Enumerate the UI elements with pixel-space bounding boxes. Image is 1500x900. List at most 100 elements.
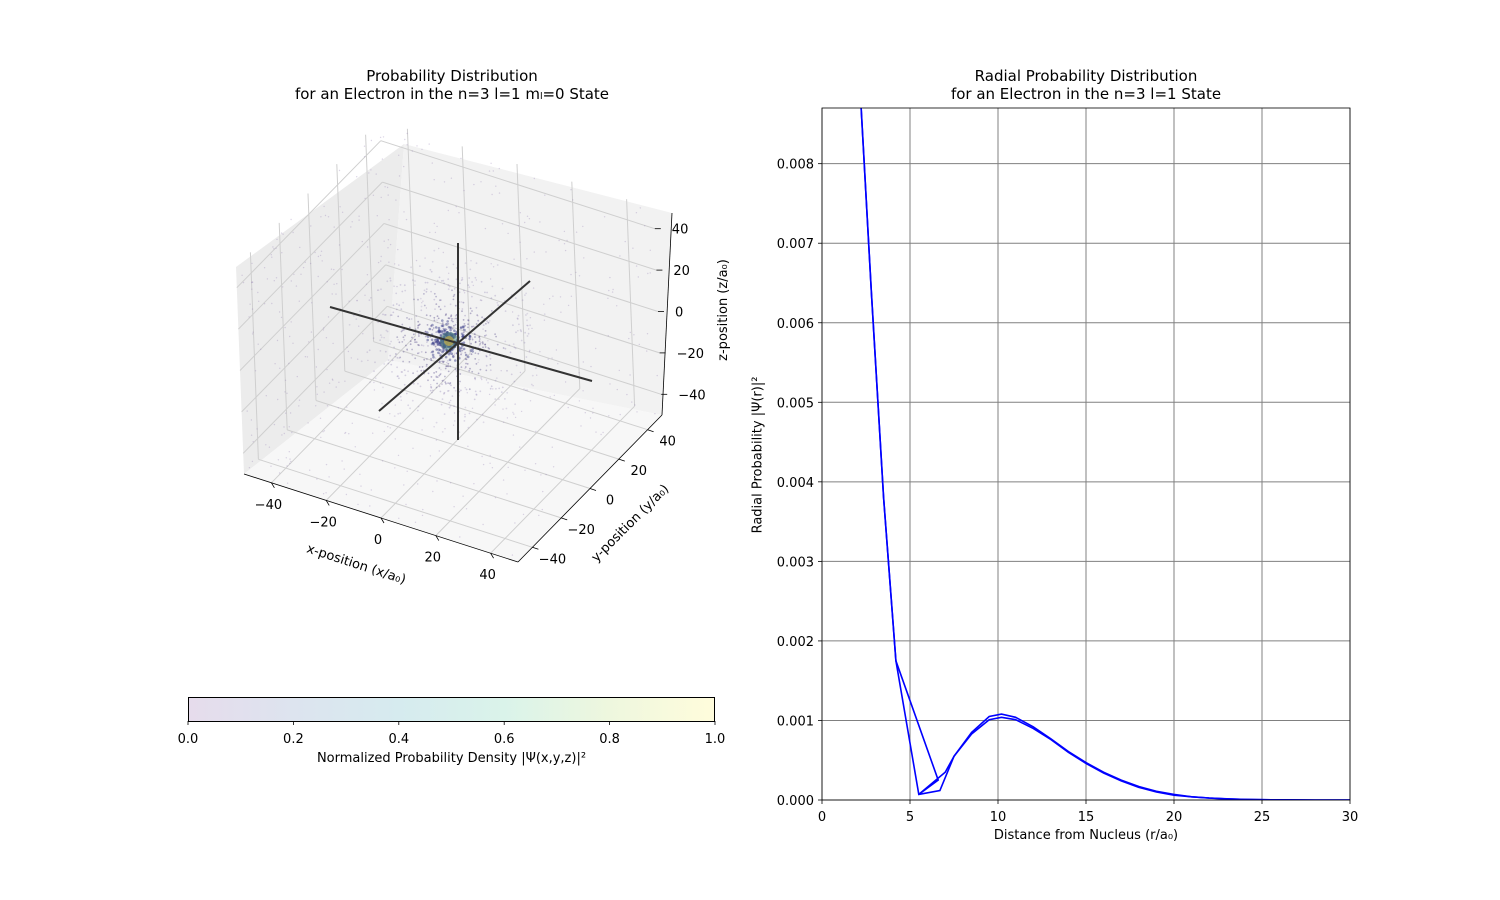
cloud-point bbox=[467, 284, 470, 286]
cloud-point bbox=[273, 248, 275, 250]
cloud-point bbox=[451, 318, 453, 320]
cloud-point bbox=[449, 482, 452, 484]
cloud-point bbox=[439, 360, 441, 363]
cloud-point bbox=[486, 291, 488, 294]
cloud-point bbox=[306, 356, 309, 358]
cloud-point bbox=[416, 409, 419, 412]
cloud-point bbox=[370, 139, 373, 142]
cloud-point bbox=[468, 335, 472, 338]
cloud-point bbox=[444, 428, 446, 430]
cloud-point bbox=[433, 249, 436, 252]
cloud-point bbox=[422, 508, 424, 511]
axis-cross bbox=[329, 243, 593, 440]
cloud-point bbox=[304, 261, 306, 263]
radial-y-ticks: 0.000 0.001 0.002 0.003 0.004 0.005 0.006 0.007… bbox=[777, 158, 822, 809]
cloud-point bbox=[389, 314, 392, 317]
cloud-point bbox=[638, 343, 640, 346]
cloud-point bbox=[368, 172, 370, 174]
cloud-point bbox=[398, 175, 401, 177]
cloud-point bbox=[250, 434, 253, 436]
cloud-point bbox=[348, 323, 351, 326]
cloud-point bbox=[465, 362, 467, 365]
cloud-point bbox=[370, 169, 372, 171]
cloud-point bbox=[488, 170, 491, 172]
cloud-point bbox=[289, 335, 291, 338]
cloud-point bbox=[361, 240, 363, 243]
cloud-point bbox=[492, 170, 494, 172]
cloud-point bbox=[384, 186, 386, 188]
cloud-point bbox=[444, 367, 447, 370]
cloud-point bbox=[429, 268, 432, 271]
cloud-point bbox=[489, 387, 492, 390]
cloud-point bbox=[411, 354, 414, 357]
cloud-point bbox=[376, 215, 378, 217]
cloud-point bbox=[488, 393, 491, 396]
cloud-point bbox=[286, 465, 288, 467]
cloud-point bbox=[430, 376, 433, 378]
cloud-point bbox=[384, 314, 387, 316]
cloud-point bbox=[308, 341, 310, 343]
cloud-point bbox=[270, 465, 272, 467]
cloud-point bbox=[482, 328, 484, 330]
cloud-point bbox=[526, 335, 529, 337]
cloud-point bbox=[414, 521, 417, 523]
cloud-point bbox=[578, 275, 581, 277]
cloud-point bbox=[251, 281, 254, 283]
cloud-point bbox=[450, 352, 454, 356]
cloud-point bbox=[381, 158, 384, 160]
cloud-point bbox=[408, 326, 411, 329]
cloud-point bbox=[646, 333, 649, 335]
cloud-point bbox=[384, 350, 387, 353]
cloud-point bbox=[285, 457, 287, 459]
cloud-point bbox=[426, 331, 429, 334]
cloud-point bbox=[290, 280, 292, 282]
cloud-point bbox=[432, 389, 434, 392]
cloud-point bbox=[435, 348, 439, 351]
cloud-point bbox=[578, 400, 581, 402]
cloud-point bbox=[251, 281, 253, 283]
cloud-point bbox=[455, 278, 458, 281]
cloud-point bbox=[441, 350, 444, 354]
cloud-point bbox=[434, 326, 438, 329]
cloud-point bbox=[411, 399, 414, 402]
cloud-point bbox=[583, 257, 585, 259]
cloud-point bbox=[364, 294, 366, 296]
cloud-point bbox=[439, 349, 442, 352]
cloud-point bbox=[298, 399, 301, 401]
cloud-point bbox=[454, 323, 457, 326]
cloud-point bbox=[452, 355, 454, 357]
cloud-point bbox=[445, 266, 448, 269]
cloud-point bbox=[513, 380, 516, 383]
cloud-point bbox=[281, 252, 283, 254]
cloud-point bbox=[481, 341, 484, 344]
cloud-point bbox=[432, 355, 435, 359]
cloud-point bbox=[416, 145, 418, 147]
cloud-point bbox=[460, 332, 464, 336]
cloud-point bbox=[600, 433, 602, 436]
x-axis-label: x-position (x/a₀) bbox=[305, 542, 408, 588]
cloud-point bbox=[421, 148, 423, 151]
cloud-point bbox=[453, 353, 455, 356]
cloud-point bbox=[484, 335, 486, 337]
cloud-point bbox=[414, 357, 417, 360]
cloud-point bbox=[478, 335, 481, 338]
cloud-point bbox=[436, 315, 439, 318]
cloud-point bbox=[454, 352, 456, 354]
cloud-point bbox=[258, 300, 260, 302]
cloud-point bbox=[382, 136, 385, 138]
colorbar-tick-label: 1.0 bbox=[705, 732, 726, 747]
cloud-point bbox=[473, 333, 476, 335]
cloud-point bbox=[320, 250, 323, 252]
y-tick bbox=[618, 458, 625, 462]
cloud-point bbox=[482, 421, 485, 424]
cloud-point bbox=[540, 474, 542, 476]
cloud-point bbox=[444, 355, 448, 359]
cloud-point bbox=[506, 369, 508, 372]
cloud-point bbox=[271, 302, 273, 305]
cloud-point bbox=[487, 321, 490, 324]
cloud-point bbox=[422, 344, 425, 347]
cloud-point bbox=[414, 328, 417, 331]
cloud-point bbox=[392, 311, 395, 314]
cloud-point bbox=[531, 327, 533, 330]
